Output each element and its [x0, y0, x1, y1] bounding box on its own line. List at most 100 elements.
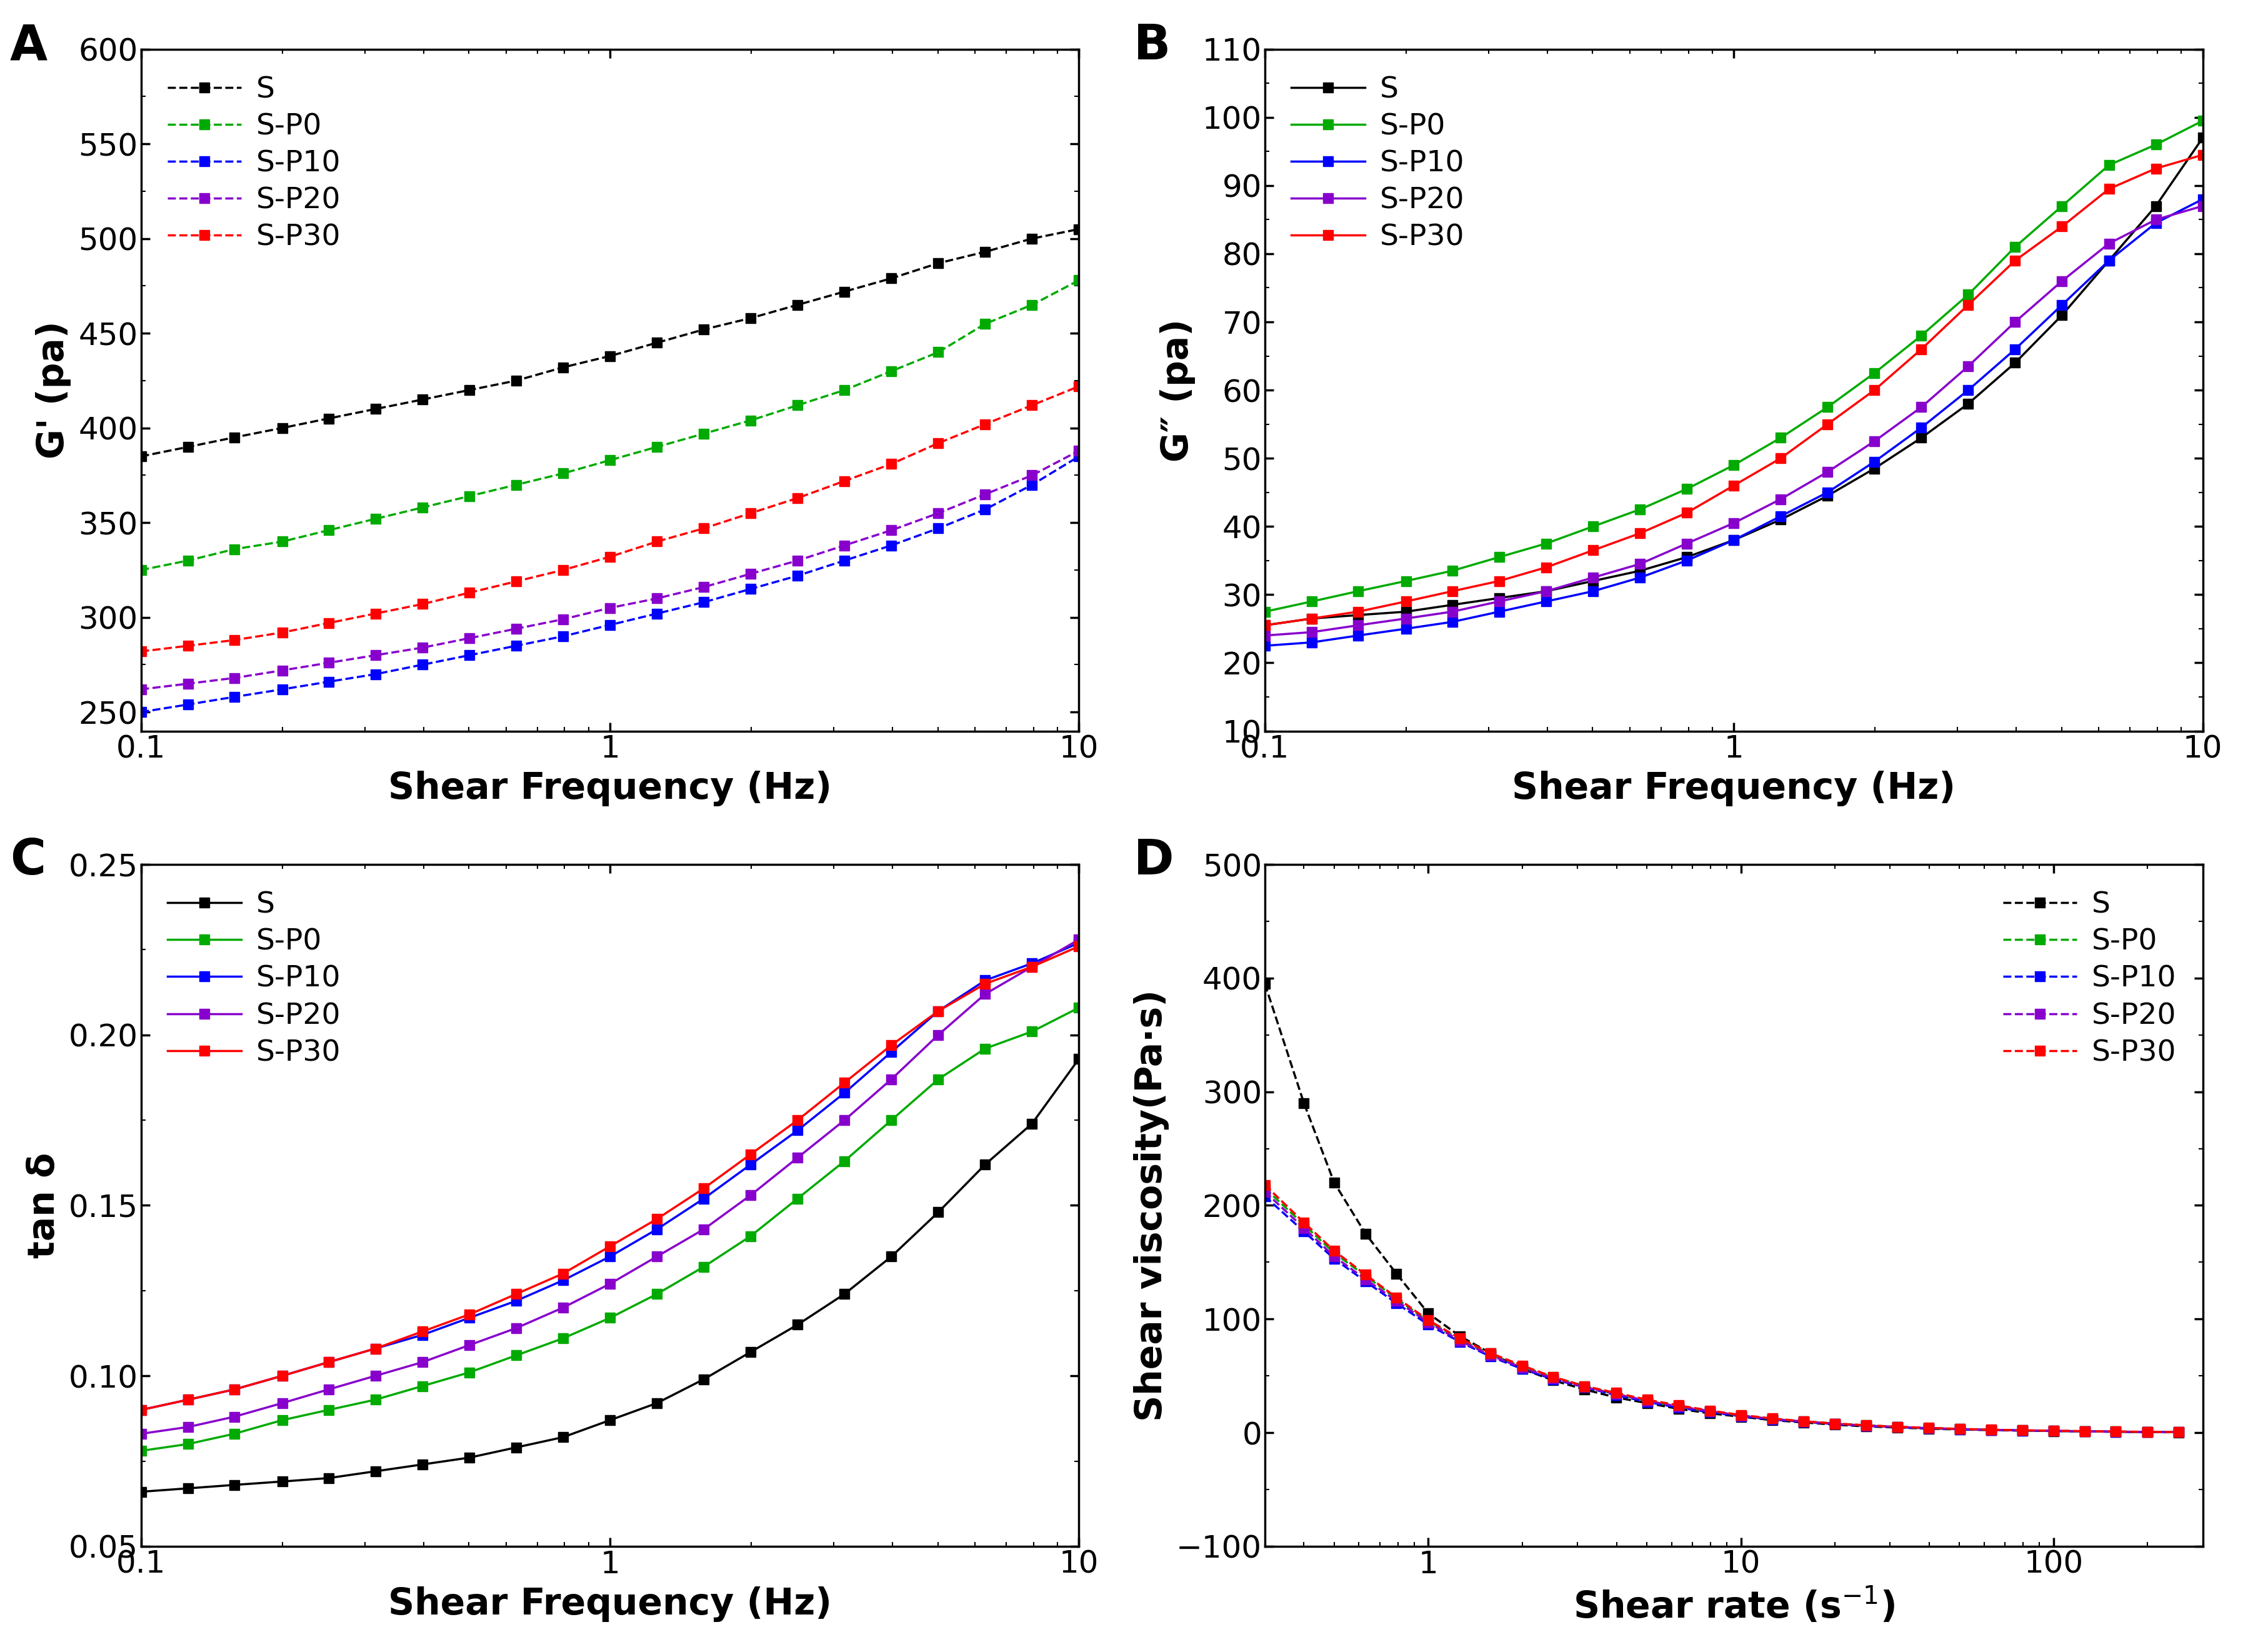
S-P10: [1884, 1417, 1911, 1437]
S-P20: [971, 985, 998, 1004]
S-P20: [456, 628, 483, 648]
S-P30: [1954, 296, 1980, 316]
S-P0: [1351, 1265, 1378, 1285]
S: [690, 319, 717, 339]
S-P20: [1821, 1414, 1848, 1434]
S: [1477, 1343, 1504, 1363]
S: [128, 1482, 155, 1502]
S-P10: [596, 615, 623, 634]
S-P10: [1344, 626, 1371, 646]
S-P20: [1533, 582, 1560, 601]
S: [1789, 1412, 1816, 1432]
S-P30: [1351, 1265, 1378, 1285]
S: [1861, 459, 1888, 479]
S: [1632, 1393, 1659, 1412]
S-P30: [877, 1036, 904, 1056]
S-P30: [596, 547, 623, 567]
S: [1066, 220, 1093, 240]
S-P20: [690, 1219, 717, 1239]
S-P10: [877, 535, 904, 555]
S-P30: [1814, 415, 1841, 434]
S-P10: [2102, 1422, 2129, 1442]
S: [2007, 1421, 2034, 1441]
S-P30: [1477, 1343, 1504, 1363]
S-P30: [1603, 1383, 1630, 1403]
S-P0: [643, 438, 670, 458]
S-P30: [1673, 502, 1699, 522]
S: [1814, 486, 1841, 506]
S-P20: [832, 1110, 859, 1130]
S: [1066, 1049, 1093, 1069]
S-P30: [643, 1209, 670, 1229]
S-P30: [924, 1001, 951, 1021]
S: [1915, 1419, 1942, 1439]
S-P0: [175, 1434, 202, 1454]
S-P0: [1720, 456, 1747, 476]
S: [1383, 1264, 1409, 1284]
S: [1720, 530, 1747, 550]
S-P10: [1758, 1409, 1785, 1429]
S-P20: [1445, 1330, 1472, 1350]
S-P30: [2102, 1422, 2129, 1442]
S-P10: [2007, 1421, 2034, 1441]
S-P0: [1477, 1345, 1504, 1365]
S: [1954, 393, 1980, 413]
S: [690, 1370, 717, 1389]
Line: S-P0: S-P0: [135, 274, 1084, 575]
S-P20: [1351, 1269, 1378, 1289]
S: [877, 268, 904, 287]
S-P0: [1439, 560, 1466, 580]
S-P10: [1066, 933, 1093, 953]
Line: S-P10: S-P10: [1259, 1191, 2183, 1437]
S-P20: [549, 610, 575, 629]
S-P20: [1344, 616, 1371, 636]
S-P20: [737, 1184, 764, 1204]
S-P10: [1578, 582, 1605, 601]
S-P10: [128, 702, 155, 722]
S-P10: [1439, 611, 1466, 631]
S-P10: [456, 1308, 483, 1328]
S-P0: [1814, 396, 1841, 416]
S-P10: [1789, 1412, 1816, 1432]
S-P10: [596, 1247, 623, 1267]
S-P10: [504, 636, 531, 656]
S-P10: [270, 679, 297, 699]
S-P10: [1414, 1315, 1441, 1335]
Line: S: S: [1259, 978, 2183, 1437]
S-P0: [1578, 517, 1605, 537]
S-P30: [1789, 1411, 1816, 1431]
S-P0: [2133, 1422, 2160, 1442]
S-P30: [1320, 1241, 1347, 1260]
S-P20: [2070, 1421, 2097, 1441]
S: [2039, 1421, 2066, 1441]
S-P20: [1571, 1378, 1598, 1398]
S-P30: [737, 504, 764, 524]
S-P30: [1066, 377, 1093, 396]
S-P10: [1540, 1370, 1567, 1389]
S: [971, 241, 998, 261]
S-P20: [596, 1274, 623, 1294]
S-P30: [1861, 380, 1888, 400]
S-P20: [1814, 463, 1841, 482]
S: [549, 357, 575, 377]
S-P10: [1625, 568, 1652, 588]
S-P0: [1066, 998, 1093, 1018]
S-P10: [643, 603, 670, 623]
S-P0: [1954, 284, 1980, 304]
S-P30: [1439, 582, 1466, 601]
Legend: S, S-P0, S-P10, S-P20, S-P30: S, S-P0, S-P10, S-P20, S-P30: [155, 879, 353, 1079]
S-P0: [409, 1376, 436, 1396]
S-P20: [1789, 1411, 1816, 1431]
S-P0: [1821, 1414, 1848, 1434]
S-P0: [1852, 1416, 1879, 1436]
S: [1884, 1417, 1911, 1437]
S-P30: [2039, 1421, 2066, 1441]
S-P0: [1383, 1289, 1409, 1308]
S: [1018, 228, 1045, 248]
S-P20: [175, 1417, 202, 1437]
S-P20: [220, 1408, 247, 1427]
X-axis label: Shear Frequency (Hz): Shear Frequency (Hz): [389, 1586, 832, 1622]
S-P30: [1508, 1356, 1535, 1376]
S-P0: [1789, 1411, 1816, 1431]
S-P30: [971, 415, 998, 434]
